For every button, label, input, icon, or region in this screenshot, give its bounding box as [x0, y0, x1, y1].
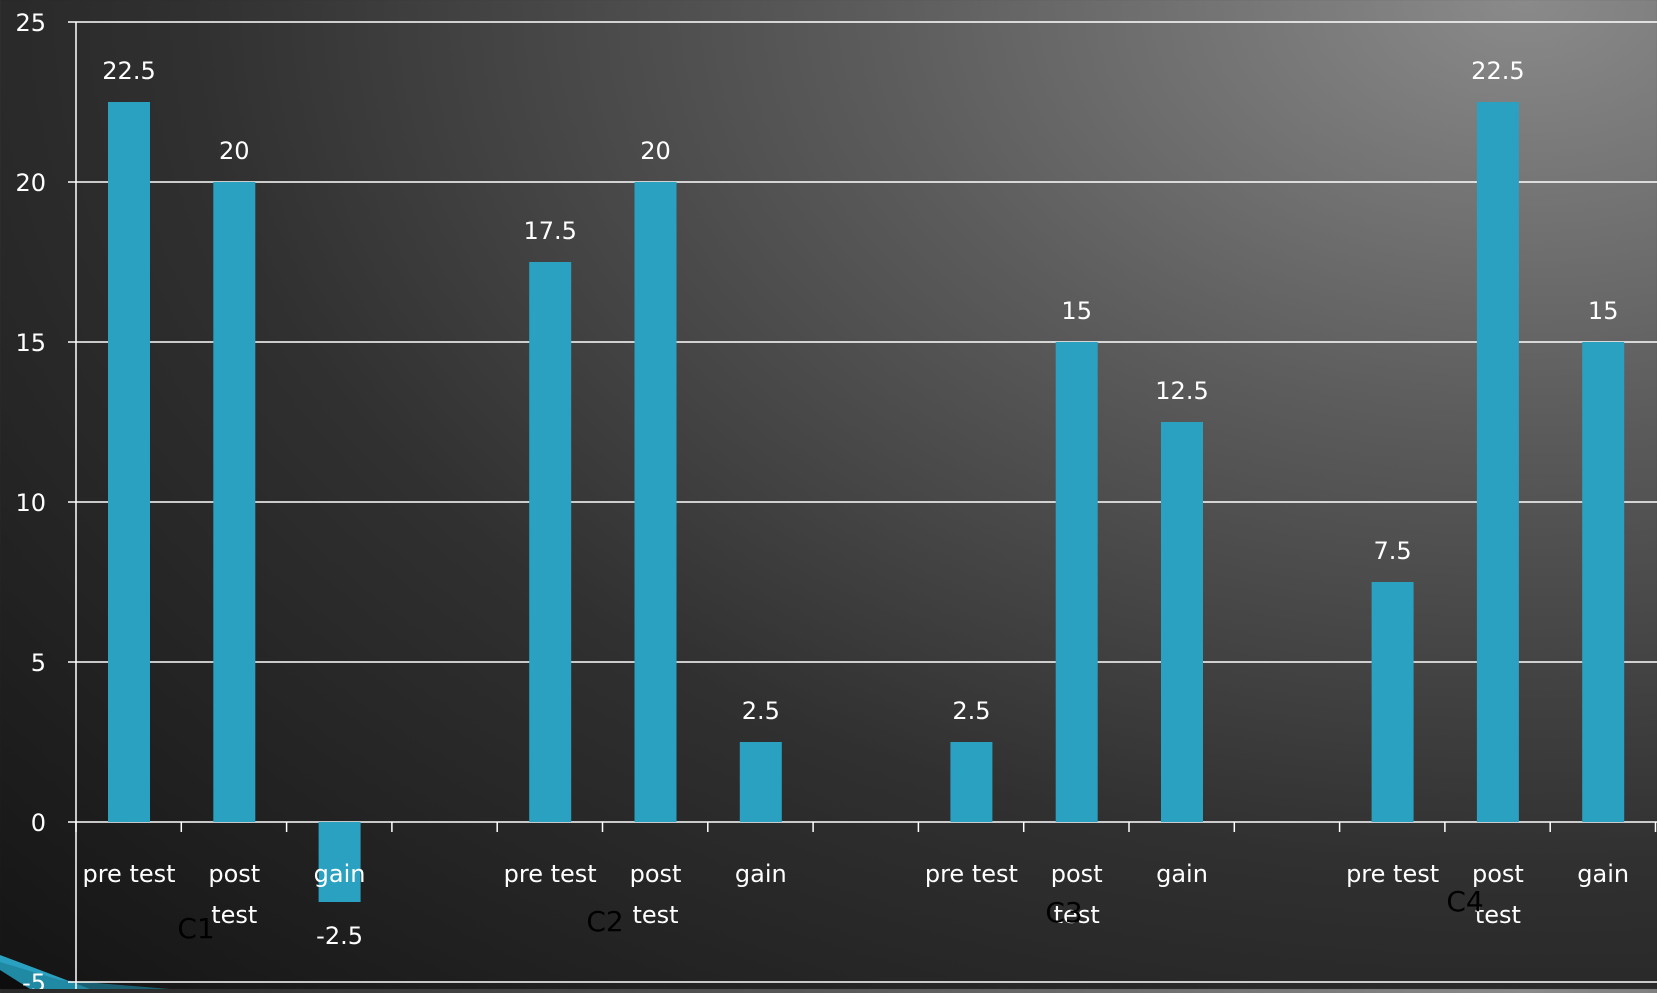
y-tick-label: 20	[15, 169, 46, 197]
x-category-label: gain	[1577, 860, 1629, 888]
x-category-label: post	[1051, 860, 1103, 888]
bar	[1055, 342, 1098, 822]
x-category-label: pre test	[1346, 860, 1439, 888]
data-label: 22.5	[1471, 57, 1524, 85]
x-category-label: gain	[1156, 860, 1208, 888]
x-category-label: pre test	[82, 860, 175, 888]
bar	[1582, 342, 1625, 822]
y-tick-label: 5	[31, 649, 46, 677]
x-category-label: gain	[314, 860, 366, 888]
bar	[1371, 582, 1414, 822]
data-label: 15	[1061, 297, 1092, 325]
bar	[213, 182, 256, 822]
bar	[739, 742, 782, 822]
data-label: 20	[640, 137, 671, 165]
x-category-label: post	[208, 860, 260, 888]
data-label: -2.5	[316, 922, 363, 950]
bar	[1161, 422, 1203, 822]
data-label: 20	[219, 137, 250, 165]
x-category-label: gain	[735, 860, 787, 888]
group-label: C4	[1446, 885, 1483, 918]
y-tick-label: -5	[22, 969, 46, 989]
bar	[634, 182, 677, 822]
data-label: 12.5	[1155, 377, 1208, 405]
x-category-label: test	[211, 901, 257, 929]
corner-decoration	[0, 955, 170, 989]
group-label: C2	[586, 905, 623, 938]
bar	[529, 262, 572, 822]
data-label: 15	[1588, 297, 1619, 325]
y-tick-label: 15	[15, 329, 46, 357]
bar	[108, 102, 150, 822]
data-label: 7.5	[1374, 537, 1412, 565]
y-tick-label: 10	[15, 489, 46, 517]
x-category-label: test	[1054, 901, 1100, 929]
x-category-label: post	[1472, 860, 1524, 888]
bar	[950, 742, 993, 822]
bar	[1476, 102, 1519, 822]
data-label: 17.5	[523, 217, 576, 245]
group-label: C3	[1045, 896, 1082, 929]
group-label: C1	[177, 912, 214, 945]
data-label: 2.5	[742, 697, 780, 725]
x-category-label: test	[1475, 901, 1521, 929]
y-tick-label: 25	[15, 9, 46, 37]
x-category-label: test	[632, 901, 678, 929]
bar	[318, 822, 361, 902]
x-category-label: pre test	[925, 860, 1018, 888]
y-tick-label: 0	[31, 809, 46, 837]
x-category-label: pre test	[504, 860, 597, 888]
data-label: 2.5	[952, 697, 990, 725]
x-category-label: post	[630, 860, 682, 888]
data-label: 22.5	[102, 57, 155, 85]
